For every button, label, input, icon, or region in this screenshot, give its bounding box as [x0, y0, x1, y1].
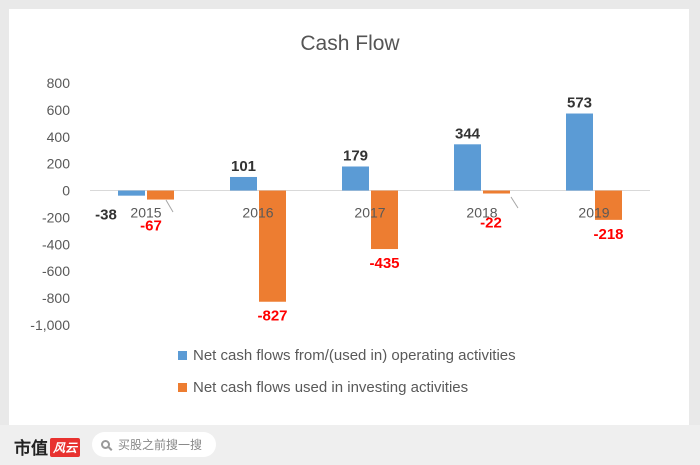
y-tick-label: 400: [47, 129, 71, 145]
brand-name: 市值: [14, 439, 48, 459]
search-placeholder: 买股之前搜一搜: [118, 438, 203, 452]
data-label: -435: [369, 255, 399, 272]
brand-logo[interactable]: 市值 风云: [14, 434, 81, 459]
bar: [147, 190, 174, 200]
y-tick-label: -400: [42, 236, 70, 252]
y-tick-label: 0: [62, 183, 70, 199]
leader-line: [510, 196, 519, 209]
data-label: -67: [140, 218, 162, 235]
bar: [259, 190, 286, 302]
cash-flow-chart: 800 600 400 200 0 -200 -400 -600 -800 -1,000 -38 -6…: [30, 75, 650, 396]
data-label: -22: [480, 215, 502, 232]
legend-swatch: [178, 383, 187, 392]
brand-accent: 风云: [50, 438, 81, 457]
x-tick-label: 2016: [242, 205, 273, 221]
y-tick-label: 200: [47, 156, 71, 172]
bar: [342, 166, 369, 191]
bar: [483, 190, 510, 194]
y-tick-label: -1,000: [30, 317, 70, 333]
bar: [454, 144, 481, 191]
bar: [118, 190, 145, 196]
y-tick-label: -600: [42, 263, 70, 279]
data-label: -38: [95, 207, 117, 224]
data-label: 179: [343, 147, 368, 164]
footer-bar: 市值 风云 买股之前搜一搜: [0, 425, 700, 465]
bar: [230, 176, 257, 191]
search-icon: [101, 440, 110, 449]
data-label: 573: [567, 95, 592, 112]
y-tick-label: -800: [42, 290, 70, 306]
bar: [566, 113, 593, 191]
y-tick-label: 800: [47, 75, 71, 91]
x-tick-label: 2017: [354, 205, 385, 221]
bar: [595, 190, 622, 220]
y-tick-label: 600: [47, 102, 71, 118]
data-label: 101: [231, 158, 256, 175]
data-label: 344: [455, 125, 481, 142]
leader-line: [165, 199, 174, 213]
x-tick-label: 2018: [466, 205, 497, 221]
chart-title: Cash Flow: [300, 32, 400, 55]
bar: [371, 190, 398, 250]
chart-card: [9, 9, 689, 425]
legend-label: Net cash flows used in investing activit…: [193, 379, 468, 396]
legend-swatch: [178, 351, 187, 360]
data-label: -827: [257, 308, 287, 325]
y-tick-label: -200: [42, 209, 70, 225]
search-box[interactable]: 买股之前搜一搜: [92, 432, 216, 457]
x-tick-label: 2019: [578, 205, 609, 221]
legend-label: Net cash flows from/(used in) operating …: [193, 347, 516, 364]
x-tick-label: 2015: [130, 205, 161, 221]
data-label: -218: [593, 226, 623, 243]
